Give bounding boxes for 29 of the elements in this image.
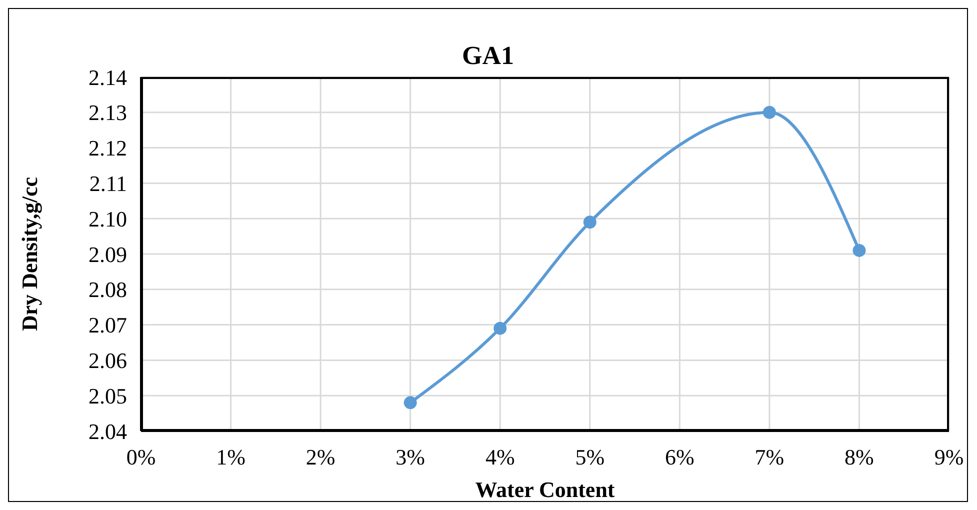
x-axis-title: Water Content (475, 477, 616, 502)
y-tick-label: 2.08 (88, 277, 127, 302)
y-tick-label: 2.09 (88, 242, 127, 267)
point (404, 396, 417, 410)
x-tick-label: 1% (216, 444, 246, 470)
y-tick-label: 2.14 (88, 64, 127, 90)
y-tick-label: 2.13 (88, 100, 127, 126)
x-tick-label: 6% (665, 444, 694, 470)
y-tick-label: 2.04 (88, 418, 127, 444)
y-tick-label: 2.05 (88, 383, 127, 408)
point (583, 216, 596, 229)
y-axis-title: Dry Density,g/cc (16, 176, 42, 331)
point (762, 106, 776, 119)
point (494, 322, 507, 335)
x-tick-label: 9% (934, 444, 964, 470)
y-tick-label: 2.11 (89, 171, 127, 196)
x-tick-label: 0% (126, 444, 156, 470)
y-tick-label: 2.07 (88, 312, 127, 338)
y-tick-label: 2.10 (88, 206, 127, 232)
point (852, 244, 866, 257)
x-tick-label: 2% (306, 444, 336, 470)
y-tick-label: 2.06 (88, 348, 127, 374)
chart-title: GA1 (462, 41, 514, 70)
x-tick-label: 3% (396, 444, 425, 470)
x-tick-label: 4% (485, 444, 515, 470)
x-tick-label: 5% (575, 444, 605, 470)
x-tick-label: 7% (754, 444, 784, 470)
x-tick-label: 8% (844, 444, 874, 470)
y-tick-label: 2.12 (88, 136, 127, 161)
